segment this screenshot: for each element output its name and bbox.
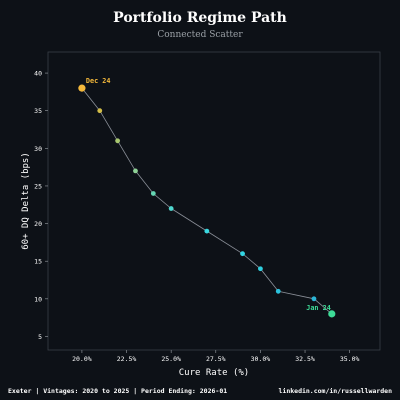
data-point: [328, 310, 336, 318]
y-tick-label: 30: [34, 145, 42, 153]
x-tick-label: 22.5%: [117, 355, 137, 363]
data-points: [78, 84, 336, 318]
point-annotation: Dec 24: [86, 77, 111, 85]
data-point: [275, 288, 281, 294]
chart-subtitle: Connected Scatter: [157, 30, 243, 40]
y-tick-label: 5: [38, 333, 42, 341]
y-tick-label: 40: [34, 70, 42, 78]
y-tick-label: 35: [34, 107, 42, 115]
data-point: [311, 296, 317, 302]
x-axis-ticks: 20.0% 22.5% 25.0% 27.5% 30.0% 32.5% 35.0%: [72, 350, 360, 363]
y-tick-label: 15: [34, 258, 42, 266]
y-axis-ticks: 5 10 15 20 25 30 35 40: [34, 70, 48, 341]
data-point: [240, 251, 245, 257]
x-tick-label: 32.5%: [295, 355, 315, 363]
y-axis-label: 60+ DQ Delta (bps): [21, 152, 31, 250]
x-tick-label: 20.0%: [72, 355, 92, 363]
data-point: [97, 108, 103, 114]
x-tick-label: 25.0%: [161, 355, 181, 363]
regime-path-line: [81, 87, 333, 315]
x-tick-label: 35.0%: [340, 355, 360, 363]
y-tick-label: 25: [34, 182, 42, 190]
plot-frame: [47, 51, 381, 351]
x-tick-label: 27.5%: [206, 355, 226, 363]
x-tick-label: 30.0%: [251, 355, 271, 363]
data-point: [168, 206, 174, 211]
data-point: [258, 266, 263, 272]
chart-title: Portfolio Regime Path: [113, 10, 287, 26]
data-point: [133, 168, 138, 174]
data-point: [150, 191, 156, 196]
y-tick-label: 20: [34, 220, 42, 228]
footer-source: Exeter | Vintages: 2020 to 2025 | Period…: [8, 387, 228, 395]
data-point: [204, 228, 210, 234]
data-point: [115, 138, 121, 144]
y-tick-label: 10: [34, 295, 42, 303]
point-annotations: Jan 24 Dec 24: [86, 77, 331, 312]
footer-link[interactable]: linkedin.com/in/russellwarden: [278, 387, 393, 395]
x-axis-label: Cure Rate (%): [179, 368, 249, 378]
point-annotation: Jan 24: [306, 304, 331, 312]
data-point: [78, 84, 86, 92]
